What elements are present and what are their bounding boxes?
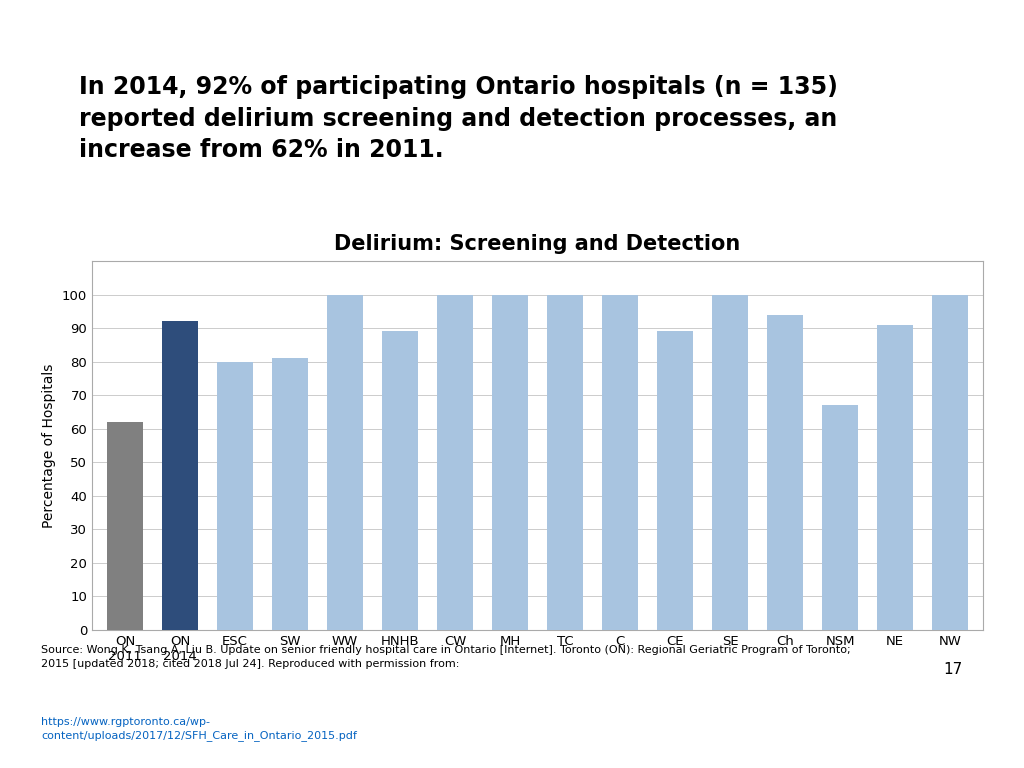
Text: https://www.rgptoronto.ca/wp-
content/uploads/2017/12/SFH_Care_in_Ontario_2015.p: https://www.rgptoronto.ca/wp- content/up… <box>41 717 356 741</box>
Bar <box>713 295 748 630</box>
Bar <box>767 315 803 630</box>
Bar <box>602 295 638 630</box>
Bar <box>162 322 198 630</box>
Bar <box>108 422 143 630</box>
Text: Source: Wong K, Tsang A, Liu B. Update on senior friendly hospital care in Ontar: Source: Wong K, Tsang A, Liu B. Update o… <box>41 645 851 669</box>
Text: 17: 17 <box>943 662 963 677</box>
Bar <box>878 325 913 630</box>
Bar <box>217 362 253 630</box>
Bar <box>822 406 858 630</box>
Y-axis label: Percentage of Hospitals: Percentage of Hospitals <box>42 363 56 528</box>
Bar <box>437 295 473 630</box>
Bar <box>382 332 418 630</box>
Bar <box>272 359 308 630</box>
Bar <box>657 332 693 630</box>
Bar <box>547 295 583 630</box>
Bar <box>932 295 968 630</box>
Bar <box>328 295 362 630</box>
Text: In 2014, 92% of participating Ontario hospitals (n = 135)
reported delirium scre: In 2014, 92% of participating Ontario ho… <box>79 75 838 162</box>
Title: Delirium: Screening and Detection: Delirium: Screening and Detection <box>335 234 740 254</box>
Bar <box>493 295 528 630</box>
